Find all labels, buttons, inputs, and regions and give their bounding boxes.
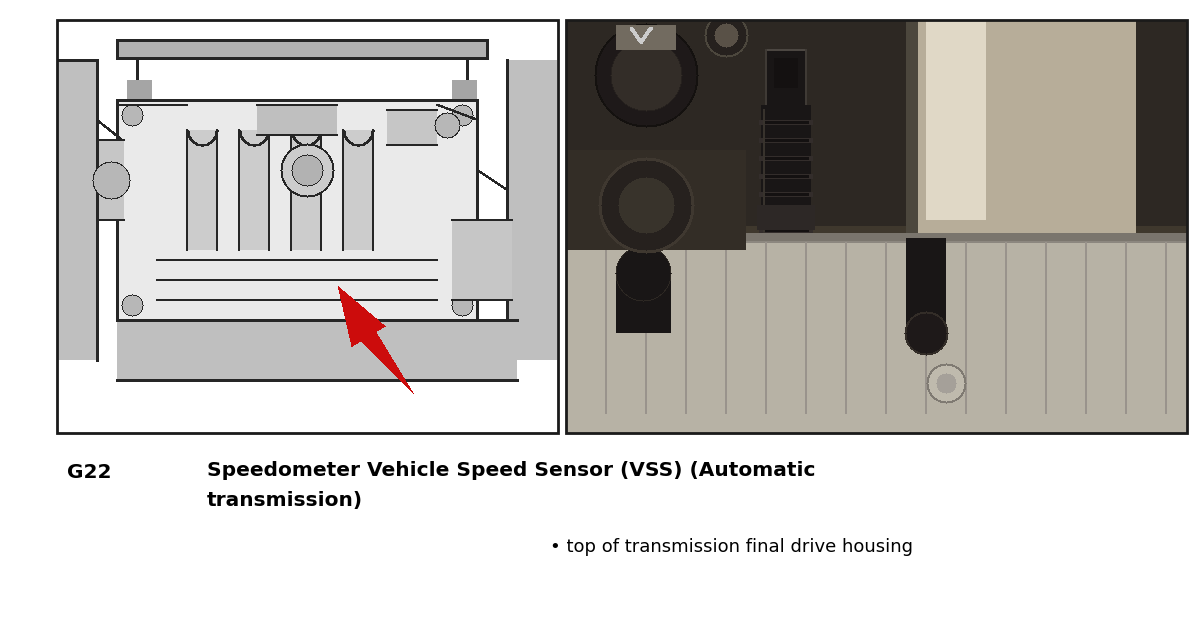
Text: transmission): transmission) [208, 491, 364, 510]
Bar [566, 20, 1187, 433]
Text: G22: G22 [67, 463, 112, 482]
Bar [58, 20, 558, 433]
Text: Speedometer Vehicle Speed Sensor (VSS) (Automatic: Speedometer Vehicle Speed Sensor (VSS) (… [208, 461, 816, 480]
Text: • top of transmission final drive housing: • top of transmission final drive housin… [550, 538, 913, 556]
